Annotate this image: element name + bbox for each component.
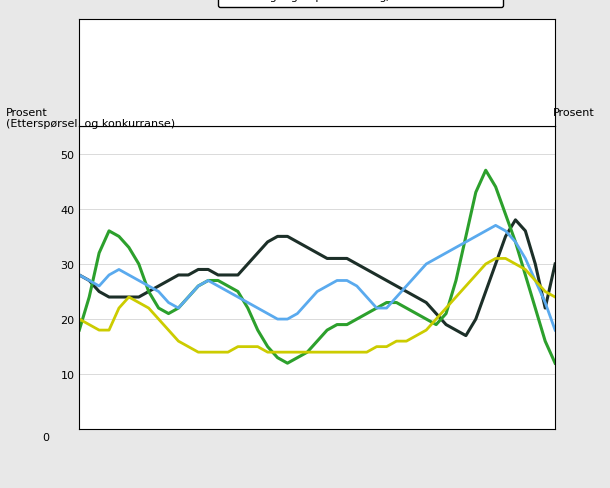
Text: Prosent: Prosent [553,107,595,117]
Legend: Etterspørsel og konkurranse (venstre akse), Tilgangen på arbeidskraft, Maskin- o: Etterspørsel og konkurranse (venstre aks… [218,0,503,8]
Text: Prosent
(Etterspørsel  og konkurranse): Prosent (Etterspørsel og konkurranse) [6,107,175,129]
Text: 0: 0 [42,432,49,442]
